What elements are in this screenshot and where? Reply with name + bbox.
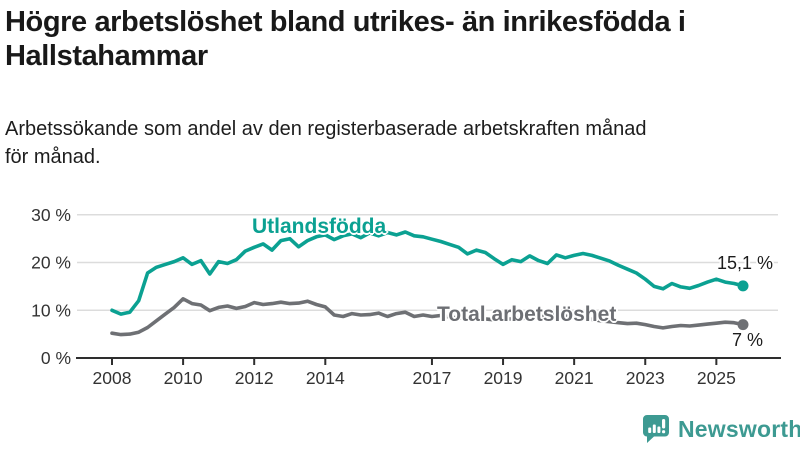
y-tick-label: 20 % xyxy=(31,253,71,273)
x-tick-label: 2010 xyxy=(164,368,203,388)
newsworthy-bubble-chart-icon xyxy=(643,415,669,443)
end-value-utlandsfodda: 15,1 % xyxy=(716,253,773,273)
x-tick-label: 2014 xyxy=(306,368,345,388)
y-tick-label: 0 % xyxy=(41,348,71,368)
title-line-2: Hallstahammar xyxy=(5,40,208,72)
newsworthy-wordmark: Newsworthy xyxy=(678,415,800,442)
x-tick-label: 2017 xyxy=(412,368,451,388)
x-tick-label: 2023 xyxy=(626,368,665,388)
x-tick-label: 2021 xyxy=(555,368,594,388)
y-tick-label: 30 % xyxy=(31,205,71,225)
subtitle-line-1: Arbetssökande som andel av den registerb… xyxy=(5,118,647,140)
y-tick-label: 10 % xyxy=(31,300,71,320)
series-label-total-arbetsloshet: Total arbetslöshet xyxy=(437,303,617,326)
subtitle-line-2: för månad. xyxy=(5,146,101,168)
x-tick-label: 2025 xyxy=(697,368,736,388)
series-end-dot-1 xyxy=(737,319,749,331)
chart-subtitle: Arbetssökande som andel av den registerb… xyxy=(5,115,785,171)
newsworthy-logo: Newsworthy xyxy=(642,414,800,444)
series-end-dot-0 xyxy=(737,280,749,292)
series-line-1 xyxy=(110,297,745,337)
end-value-total: 7 % xyxy=(731,330,763,350)
series-label-utlandsfodda: Utlandsfödda xyxy=(252,215,387,238)
x-tick-label: 2012 xyxy=(235,368,274,388)
title-line-1: Högre arbetslöshet bland utrikes- än inr… xyxy=(5,6,686,38)
page-title: Högre arbetslöshet bland utrikes- än inr… xyxy=(5,5,793,73)
x-tick-label: 2019 xyxy=(484,368,523,388)
series-line-0 xyxy=(110,230,745,316)
x-tick-label: 2008 xyxy=(93,368,132,388)
